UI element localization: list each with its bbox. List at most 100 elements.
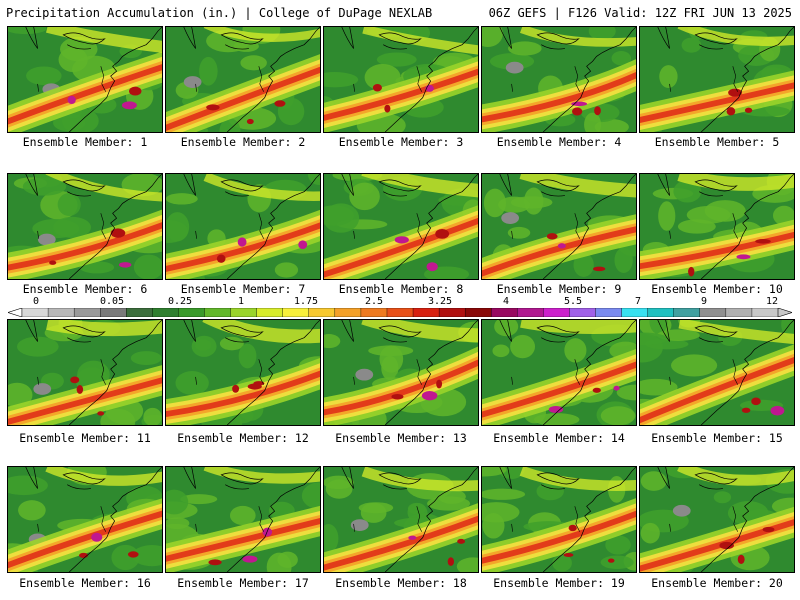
precip-map bbox=[8, 27, 162, 132]
colorbar-swatch bbox=[178, 308, 205, 317]
coastline bbox=[542, 174, 636, 279]
colorbar-scale bbox=[8, 308, 792, 317]
ensemble-member-label: Ensemble Member: 3 bbox=[338, 135, 464, 149]
colorbar-swatch bbox=[126, 308, 153, 317]
ensemble-member-map bbox=[323, 466, 479, 573]
coastline bbox=[542, 467, 636, 572]
colorbar-tick-label: 7 bbox=[634, 296, 642, 307]
ensemble-member-map bbox=[7, 26, 163, 133]
colorbar-tick-label: 1 bbox=[237, 296, 245, 307]
colorbar-tick-label: 1.75 bbox=[293, 296, 319, 307]
ensemble-member-label: Ensemble Member: 19 bbox=[493, 576, 625, 590]
colorbar-tick-label: 0 bbox=[32, 296, 40, 307]
colorbar-min-arrow bbox=[8, 308, 23, 317]
colorbar-swatch bbox=[595, 308, 623, 317]
great-lakes-outline bbox=[25, 320, 106, 343]
colorbar-swatch bbox=[673, 308, 701, 317]
great-lakes-outline bbox=[499, 27, 580, 50]
model-run-valid-time: 06Z GEFS | F126 Valid: 12Z FRI JUN 13 20… bbox=[488, 6, 792, 20]
coastline bbox=[542, 320, 636, 425]
colorbar-swatch bbox=[230, 308, 258, 317]
colorbar-tick-label: 12 bbox=[765, 296, 779, 307]
colorbar-swatch bbox=[73, 308, 101, 317]
colorbar-max-arrow bbox=[777, 308, 792, 317]
ensemble-member-map bbox=[7, 466, 163, 573]
colorbar-tick-labels: 0 0.05 0.25 1 1.75 2.5 3.25 4 5.5 7 9 12 bbox=[8, 296, 792, 308]
coastline bbox=[226, 174, 320, 279]
ensemble-member-map bbox=[639, 466, 795, 573]
ensemble-member-label: Ensemble Member: 7 bbox=[180, 282, 306, 296]
coastline bbox=[542, 27, 636, 132]
colorbar-swatch bbox=[725, 308, 753, 317]
great-lakes-outline bbox=[499, 174, 580, 197]
colorbar-swatch bbox=[621, 308, 649, 317]
colorbar-swatch bbox=[360, 308, 388, 317]
coastline bbox=[226, 320, 320, 425]
great-lakes-outline bbox=[657, 27, 738, 50]
great-lakes-outline bbox=[499, 320, 580, 343]
colorbar-swatch bbox=[100, 308, 127, 317]
ensemble-member-map bbox=[165, 466, 321, 573]
great-lakes-outline bbox=[657, 174, 738, 197]
colorbar-swatch bbox=[543, 308, 570, 317]
precip-map bbox=[640, 174, 794, 279]
colorbar-tick-label: 3.25 bbox=[427, 296, 453, 307]
precip-map bbox=[166, 27, 320, 132]
ensemble-member-label: Ensemble Member: 1 bbox=[22, 135, 148, 149]
colorbar-swatch bbox=[308, 308, 336, 317]
coastline bbox=[384, 320, 478, 425]
coastline bbox=[384, 467, 478, 572]
ensemble-member-label: Ensemble Member: 9 bbox=[496, 282, 622, 296]
precip-map bbox=[640, 27, 794, 132]
ensemble-member-map bbox=[639, 319, 795, 426]
great-lakes-outline bbox=[499, 467, 580, 490]
colorbar-swatch bbox=[152, 308, 179, 317]
ensemble-member-map bbox=[639, 173, 795, 280]
ensemble-member-label: Ensemble Member: 5 bbox=[654, 135, 780, 149]
colorbar-tick-label: 5.5 bbox=[563, 296, 583, 307]
colorbar-swatch bbox=[21, 308, 49, 317]
ensemble-member-map bbox=[165, 173, 321, 280]
ensemble-member-map bbox=[323, 26, 479, 133]
colorbar-swatch bbox=[47, 308, 75, 317]
coastline bbox=[384, 27, 478, 132]
coastline bbox=[68, 27, 162, 132]
ensemble-member-map bbox=[165, 26, 321, 133]
precip-map bbox=[324, 174, 478, 279]
ensemble-member-label: Ensemble Member: 4 bbox=[496, 135, 622, 149]
ensemble-member-label: Ensemble Member: 15 bbox=[651, 431, 783, 445]
great-lakes-outline bbox=[183, 174, 264, 197]
colorbar-swatch bbox=[412, 308, 440, 317]
precip-map bbox=[8, 174, 162, 279]
precip-map bbox=[166, 467, 320, 572]
precip-map bbox=[482, 174, 636, 279]
ensemble-member-map bbox=[481, 26, 637, 133]
ensemble-member-label: Ensemble Member: 8 bbox=[338, 282, 464, 296]
colorbar-swatch bbox=[334, 308, 362, 317]
coastline bbox=[68, 174, 162, 279]
ensemble-member-map bbox=[323, 173, 479, 280]
coastline bbox=[68, 467, 162, 572]
ensemble-member-label: Ensemble Member: 10 bbox=[651, 282, 783, 296]
colorbar-swatch bbox=[491, 308, 518, 317]
colorbar-swatch bbox=[464, 308, 492, 317]
ensemble-member-label: Ensemble Member: 6 bbox=[22, 282, 148, 296]
great-lakes-outline bbox=[183, 467, 264, 490]
precip-map bbox=[640, 467, 794, 572]
colorbar-swatch bbox=[438, 308, 466, 317]
coastline bbox=[226, 467, 320, 572]
coastline bbox=[384, 174, 478, 279]
ensemble-member-label: Ensemble Member: 16 bbox=[19, 576, 151, 590]
great-lakes-outline bbox=[657, 320, 738, 343]
precipitation-colorbar: 0 0.05 0.25 1 1.75 2.5 3.25 4 5.5 7 9 12 bbox=[8, 296, 792, 320]
ensemble-member-label: Ensemble Member: 11 bbox=[19, 431, 151, 445]
precip-map bbox=[166, 174, 320, 279]
precip-map bbox=[324, 27, 478, 132]
ensemble-member-label: Ensemble Member: 13 bbox=[335, 431, 467, 445]
ensemble-member-label: Ensemble Member: 17 bbox=[177, 576, 309, 590]
ensemble-member-map bbox=[7, 319, 163, 426]
ensemble-member-map bbox=[165, 319, 321, 426]
header: Precipitation Accumulation (in.) | Colle… bbox=[0, 0, 800, 24]
coastline bbox=[700, 320, 794, 425]
colorbar-tick-label: 9 bbox=[700, 296, 708, 307]
